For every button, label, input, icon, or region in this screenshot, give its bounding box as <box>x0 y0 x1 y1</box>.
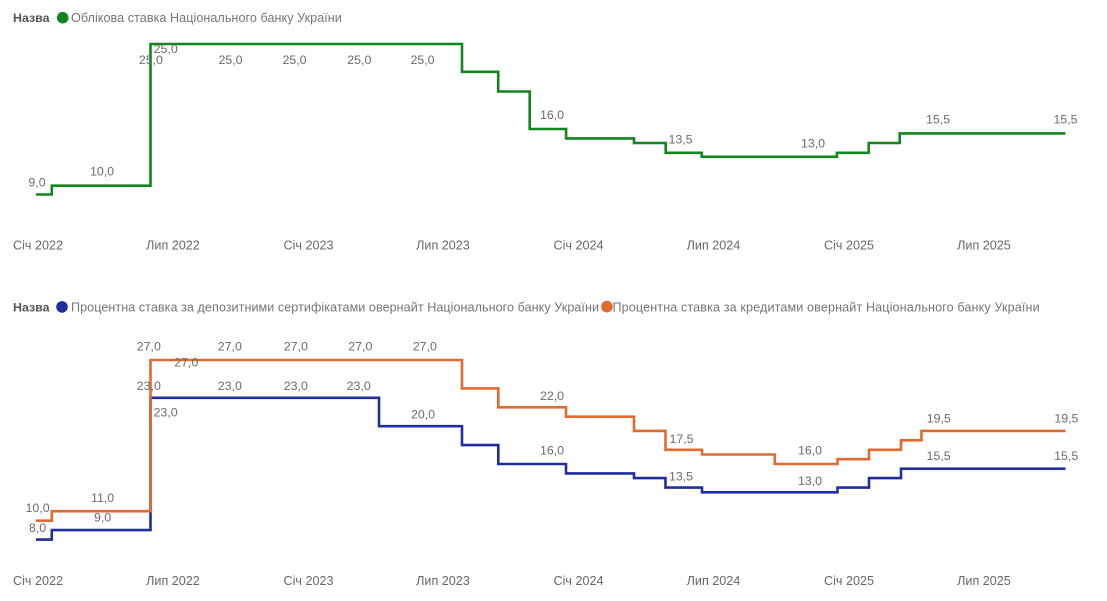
svg-text:9,0: 9,0 <box>28 176 45 190</box>
svg-text:13,0: 13,0 <box>798 474 822 488</box>
svg-text:Процентна ставка за депозитним: Процентна ставка за депозитними сертифік… <box>71 301 599 315</box>
svg-text:25,0: 25,0 <box>139 53 163 67</box>
svg-text:13,0: 13,0 <box>801 137 825 151</box>
svg-text:11,0: 11,0 <box>91 491 114 505</box>
svg-text:Січ 2022: Січ 2022 <box>13 574 63 588</box>
svg-text:25,0: 25,0 <box>282 53 306 67</box>
svg-text:15,5: 15,5 <box>926 113 950 127</box>
svg-text:23,0: 23,0 <box>154 406 178 420</box>
svg-text:27,0: 27,0 <box>413 339 437 353</box>
svg-text:Назва: Назва <box>13 301 50 315</box>
svg-text:8,0: 8,0 <box>29 521 46 535</box>
svg-text:Лип 2025: Лип 2025 <box>957 574 1011 588</box>
svg-text:Лип 2023: Лип 2023 <box>416 574 470 588</box>
svg-text:13,5: 13,5 <box>669 470 693 484</box>
svg-text:25,0: 25,0 <box>347 53 371 67</box>
svg-text:Січ 2025: Січ 2025 <box>824 239 874 253</box>
svg-text:27,0: 27,0 <box>348 339 372 353</box>
svg-text:Січ 2025: Січ 2025 <box>824 574 874 588</box>
svg-text:17,5: 17,5 <box>669 432 693 446</box>
svg-text:25,0: 25,0 <box>154 42 178 56</box>
svg-text:27,0: 27,0 <box>137 339 161 353</box>
svg-text:Лип 2024: Лип 2024 <box>687 239 741 253</box>
svg-text:Лип 2025: Лип 2025 <box>957 239 1011 253</box>
svg-text:23,0: 23,0 <box>218 379 242 393</box>
svg-text:15,5: 15,5 <box>1053 113 1077 127</box>
svg-text:13,5: 13,5 <box>668 133 692 147</box>
svg-text:27,0: 27,0 <box>284 339 308 353</box>
svg-text:Лип 2022: Лип 2022 <box>146 239 200 253</box>
svg-text:Назва: Назва <box>13 11 50 25</box>
svg-text:9,0: 9,0 <box>94 510 111 524</box>
svg-text:Січ 2023: Січ 2023 <box>284 574 334 588</box>
svg-text:Січ 2024: Січ 2024 <box>554 239 604 253</box>
svg-text:27,0: 27,0 <box>174 355 198 369</box>
svg-text:15,5: 15,5 <box>1054 449 1078 463</box>
svg-text:22,0: 22,0 <box>540 389 564 403</box>
svg-text:Січ 2022: Січ 2022 <box>13 239 63 253</box>
svg-text:16,0: 16,0 <box>540 108 564 122</box>
svg-text:25,0: 25,0 <box>410 53 434 67</box>
svg-text:27,0: 27,0 <box>218 339 242 353</box>
svg-text:23,0: 23,0 <box>347 379 371 393</box>
svg-text:Січ 2024: Січ 2024 <box>554 574 604 588</box>
svg-text:20,0: 20,0 <box>411 407 435 421</box>
svg-text:Січ 2023: Січ 2023 <box>284 239 334 253</box>
svg-text:Лип 2024: Лип 2024 <box>687 574 741 588</box>
svg-text:23,0: 23,0 <box>137 379 161 393</box>
svg-text:19,5: 19,5 <box>927 411 951 425</box>
svg-text:16,0: 16,0 <box>798 444 822 458</box>
svg-text:16,0: 16,0 <box>540 444 564 458</box>
svg-text:Лип 2022: Лип 2022 <box>146 574 200 588</box>
svg-text:23,0: 23,0 <box>284 379 308 393</box>
svg-text:Облікова ставка Національного: Облікова ставка Національного банку Укра… <box>71 11 342 25</box>
svg-text:10,0: 10,0 <box>90 165 114 179</box>
svg-text:25,0: 25,0 <box>218 53 242 67</box>
svg-text:Процентна ставка за кредитами: Процентна ставка за кредитами овернайт Н… <box>613 301 1040 315</box>
svg-text:15,5: 15,5 <box>927 449 951 463</box>
svg-text:10,0: 10,0 <box>26 501 50 515</box>
svg-text:Лип 2023: Лип 2023 <box>416 239 470 253</box>
svg-text:19,5: 19,5 <box>1054 411 1078 425</box>
